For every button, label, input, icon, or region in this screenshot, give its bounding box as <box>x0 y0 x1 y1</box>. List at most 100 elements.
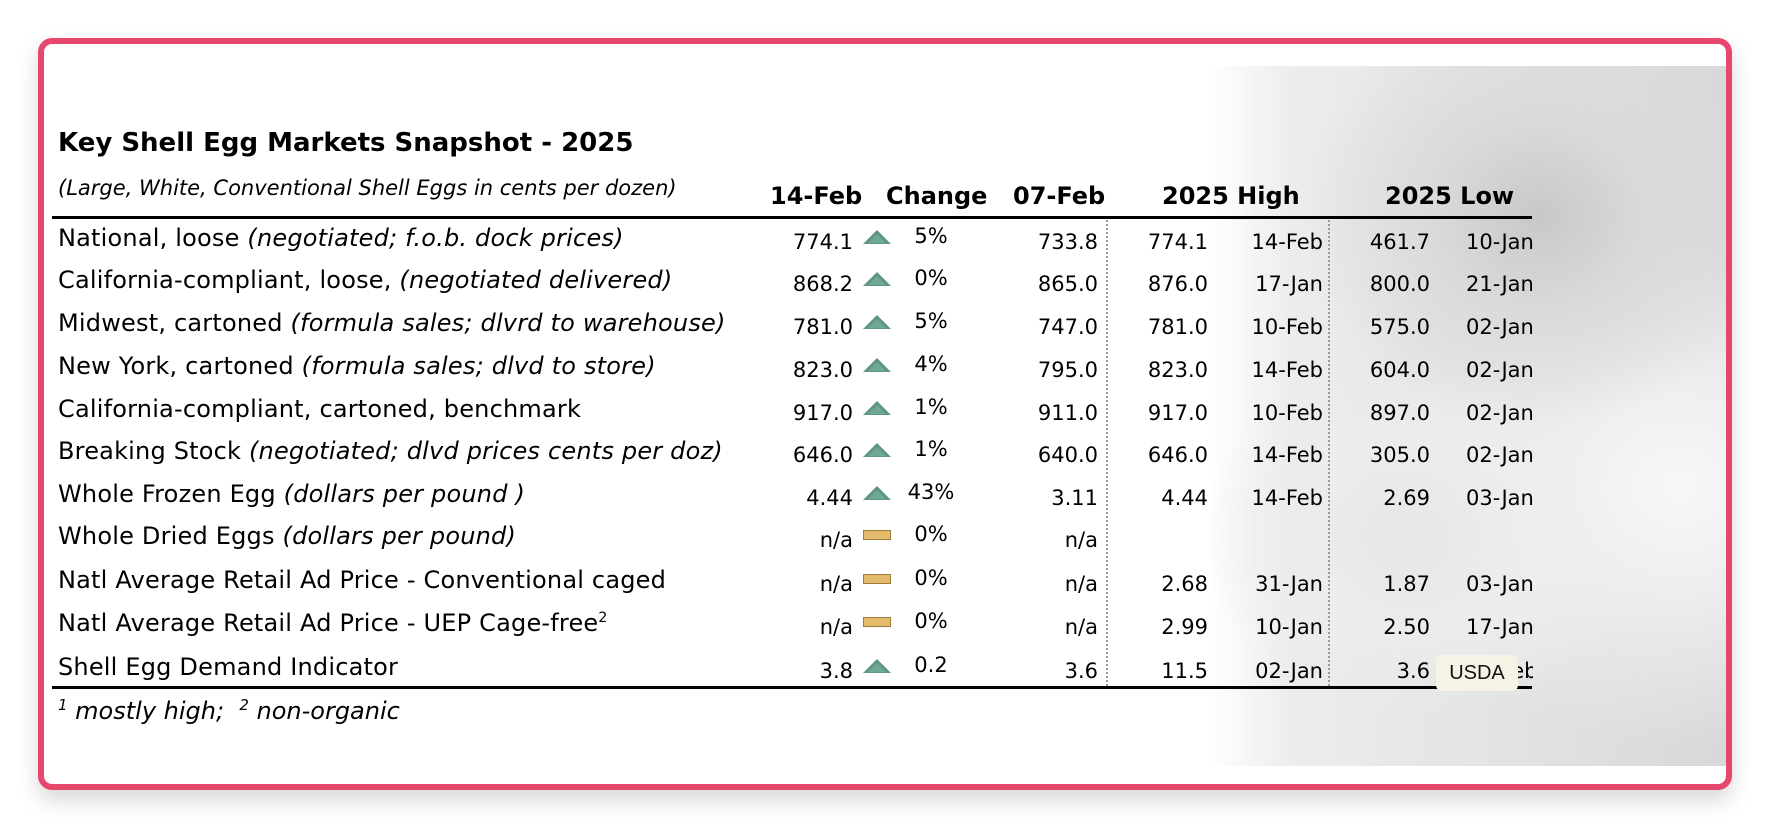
low-date: 17-Jan <box>1466 615 1533 639</box>
low-value: 897.0 <box>1369 401 1430 425</box>
up-arrow-icon <box>863 443 891 457</box>
table-subtitle: (Large, White, Conventional Shell Eggs i… <box>58 176 677 200</box>
previous-value: 865.0 <box>1037 272 1098 296</box>
previous-value: 640.0 <box>1037 443 1098 467</box>
column-divider <box>1106 220 1108 686</box>
up-arrow-icon <box>863 659 891 673</box>
previous-value: 911.0 <box>1037 401 1098 425</box>
previous-value: n/a <box>1064 615 1098 639</box>
header-current: 14-Feb <box>770 182 863 210</box>
high-value: 774.1 <box>1147 230 1208 254</box>
current-value: 3.8 <box>819 659 853 683</box>
current-value: 781.0 <box>792 315 853 339</box>
flat-dash-icon <box>863 528 891 542</box>
table-row: California-compliant, loose, (negotiated… <box>58 266 1533 308</box>
row-label: Whole Dried Eggs <box>58 522 283 550</box>
row-description: California-compliant, loose, (negotiated… <box>58 266 672 294</box>
up-arrow-icon <box>863 401 891 415</box>
row-label: Natl Average Retail Ad Price - UEP Cage-… <box>58 609 599 637</box>
row-description: Whole Dried Eggs (dollars per pound) <box>58 522 516 550</box>
table-row: Breaking Stock (negotiated; dlvd prices … <box>58 437 1533 479</box>
up-arrow-icon <box>863 315 891 329</box>
footnote-text: non-organic <box>248 697 400 725</box>
row-note: (dollars per pound) <box>282 522 517 550</box>
change-value: 5% <box>914 224 948 248</box>
row-label: New York, cartoned <box>58 352 302 380</box>
previous-value: n/a <box>1064 572 1098 596</box>
change-value: 0% <box>914 609 948 633</box>
row-description: National, loose (negotiated; f.o.b. dock… <box>58 224 624 252</box>
change-value: 0% <box>914 266 948 290</box>
row-description: Natl Average Retail Ad Price - Conventio… <box>58 566 666 594</box>
table-row: Whole Dried Eggs (dollars per pound) n/a n… <box>58 522 1533 564</box>
low-value: 2.69 <box>1383 486 1430 510</box>
current-value: 868.2 <box>792 272 853 296</box>
previous-value: 795.0 <box>1037 358 1098 382</box>
low-value: 800.0 <box>1369 272 1430 296</box>
change-value: 1% <box>914 395 948 419</box>
current-value: n/a <box>819 572 853 596</box>
previous-value: n/a <box>1064 528 1098 552</box>
low-date: 02-Jan <box>1466 443 1533 467</box>
high-date: 14-Feb <box>1251 230 1323 254</box>
header-low: 2025 Low <box>1385 182 1515 210</box>
table-row: Natl Average Retail Ad Price - Conventio… <box>58 566 1533 608</box>
row-label: Midwest, cartoned <box>58 309 291 337</box>
table-row: California-compliant, cartoned, benchmar… <box>58 395 1533 437</box>
high-value: 11.5 <box>1161 659 1208 683</box>
flat-dash-icon <box>863 572 891 586</box>
table-title: Key Shell Egg Markets Snapshot - 2025 <box>58 128 634 158</box>
row-label: California-compliant, cartoned, benchmar… <box>58 395 582 423</box>
change-value: 4% <box>914 352 948 376</box>
footnote-text: mostly high; <box>67 697 225 725</box>
row-description: New York, cartoned (formula sales; dlvd … <box>58 352 656 380</box>
row-label: Shell Egg Demand Indicator <box>58 653 399 681</box>
previous-value: 733.8 <box>1037 230 1098 254</box>
table-row: Natl Average Retail Ad Price - UEP Cage-… <box>58 609 1533 651</box>
high-date: 10-Feb <box>1251 315 1323 339</box>
header-high: 2025 High <box>1162 182 1300 210</box>
footnote: 1 mostly high; 2 non-organic <box>58 696 400 725</box>
low-value: 575.0 <box>1369 315 1430 339</box>
row-note: (negotiated; f.o.b. dock prices) <box>247 224 624 252</box>
change-value: 0% <box>914 566 948 590</box>
up-arrow-icon <box>863 230 891 244</box>
egg-background-image <box>1209 66 1726 766</box>
high-value: 2.99 <box>1161 615 1208 639</box>
row-note: (dollars per pound ) <box>283 480 526 508</box>
table-row: Whole Frozen Egg (dollars per pound ) 4.4… <box>58 480 1533 522</box>
column-divider <box>1328 220 1330 686</box>
current-value: n/a <box>819 528 853 552</box>
egg-market-table: Key Shell Egg Markets Snapshot - 2025 (L… <box>52 64 1718 764</box>
change-value: 43% <box>907 480 955 504</box>
header-rule <box>52 216 1532 219</box>
row-note: (negotiated delivered) <box>399 266 673 294</box>
high-date: 17-Jan <box>1255 272 1323 296</box>
high-date: 31-Jan <box>1255 572 1323 596</box>
change-value: 0.2 <box>914 653 948 677</box>
high-value: 781.0 <box>1147 315 1208 339</box>
high-value: 917.0 <box>1147 401 1208 425</box>
up-arrow-icon <box>863 272 891 286</box>
low-value: 604.0 <box>1369 358 1430 382</box>
current-value: 774.1 <box>792 230 853 254</box>
row-label: Breaking Stock <box>58 437 249 465</box>
high-value: 2.68 <box>1161 572 1208 596</box>
low-value: 2.50 <box>1383 615 1430 639</box>
usda-badge: USDA <box>1436 655 1518 691</box>
row-description: California-compliant, cartoned, benchmar… <box>58 395 581 423</box>
up-arrow-icon <box>863 486 891 500</box>
low-date: 03-Jan <box>1466 486 1533 510</box>
row-description: Breaking Stock (negotiated; dlvd prices … <box>58 437 723 465</box>
low-date: 02-Jan <box>1466 315 1533 339</box>
table-row: National, loose (negotiated; f.o.b. dock… <box>58 224 1533 266</box>
high-value: 823.0 <box>1147 358 1208 382</box>
low-date: 10-Jan <box>1466 230 1533 254</box>
row-label: National, loose <box>58 224 248 252</box>
previous-value: 3.11 <box>1051 486 1098 510</box>
current-value: 4.44 <box>806 486 853 510</box>
row-description: Shell Egg Demand Indicator <box>58 653 398 681</box>
previous-value: 3.6 <box>1064 659 1098 683</box>
footnote-mark: 2 <box>239 696 249 714</box>
row-description: Whole Frozen Egg (dollars per pound ) <box>58 480 525 508</box>
